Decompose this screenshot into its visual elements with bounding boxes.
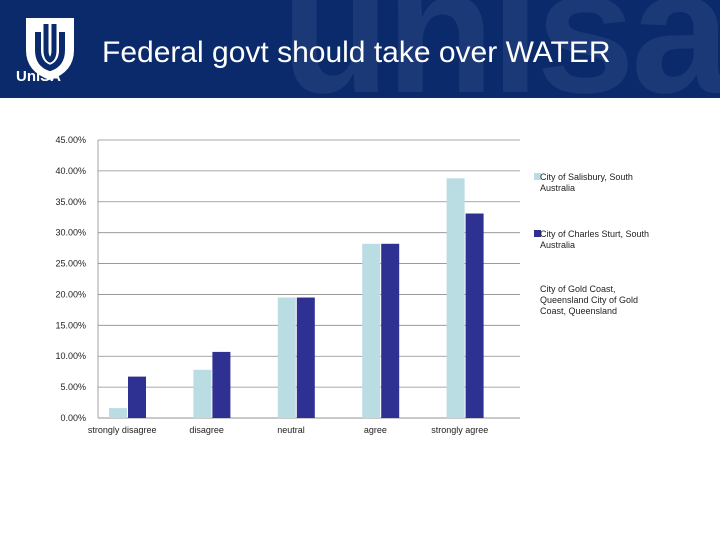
y-tick-label: 45.00% <box>55 135 86 145</box>
bar-salisbury <box>277 297 296 418</box>
x-tick-label: disagree <box>189 425 224 435</box>
legend-entry: City of Charles Sturt, South Australia <box>540 229 649 250</box>
legend-swatch <box>534 173 541 180</box>
y-tick-label: 25.00% <box>55 259 86 269</box>
legend-swatch <box>534 230 541 237</box>
bar-charles-sturt <box>212 351 231 418</box>
x-tick-label: agree <box>364 425 387 435</box>
logo-text: UniSA <box>16 68 61 85</box>
bar-salisbury <box>362 243 381 418</box>
y-tick-label: 10.00% <box>55 351 86 361</box>
unisa-logo-icon <box>26 18 74 80</box>
legend-swatch <box>534 285 541 292</box>
bar-charles-sturt <box>381 243 400 418</box>
bar-salisbury <box>109 408 127 418</box>
x-tick-label: strongly disagree <box>88 425 157 435</box>
legend-entry: City of Gold Coast, Queensland City of Go… <box>540 284 638 316</box>
bar-salisbury <box>193 369 212 418</box>
watermark-text: unisa <box>281 0 720 98</box>
y-tick-label: 35.00% <box>55 197 86 207</box>
y-tick-label: 40.00% <box>55 166 86 176</box>
page-title: Federal govt should take over WATER <box>102 36 611 69</box>
y-tick-label: 30.00% <box>55 228 86 238</box>
bar-charles-sturt <box>128 376 146 418</box>
y-tick-label: 5.00% <box>60 382 86 392</box>
legend-entry: City of Salisbury, South Australia <box>540 172 633 193</box>
bar-charles-sturt <box>465 213 484 418</box>
header-banner: unisa UniSA Federal govt should take ove… <box>0 0 720 98</box>
bar-salisbury <box>446 178 465 418</box>
bar-chart: 0.00% 5.00% 10.00% 15.00% 20.00% 25.00% 30.00%… <box>55 135 649 435</box>
y-tick-label: 15.00% <box>55 320 86 330</box>
x-tick-label: neutral <box>277 425 305 435</box>
x-tick-label: strongly agree <box>431 425 488 435</box>
bar-charles-sturt <box>296 297 315 418</box>
y-tick-label: 20.00% <box>55 289 86 299</box>
y-tick-label: 0.00% <box>60 413 86 423</box>
